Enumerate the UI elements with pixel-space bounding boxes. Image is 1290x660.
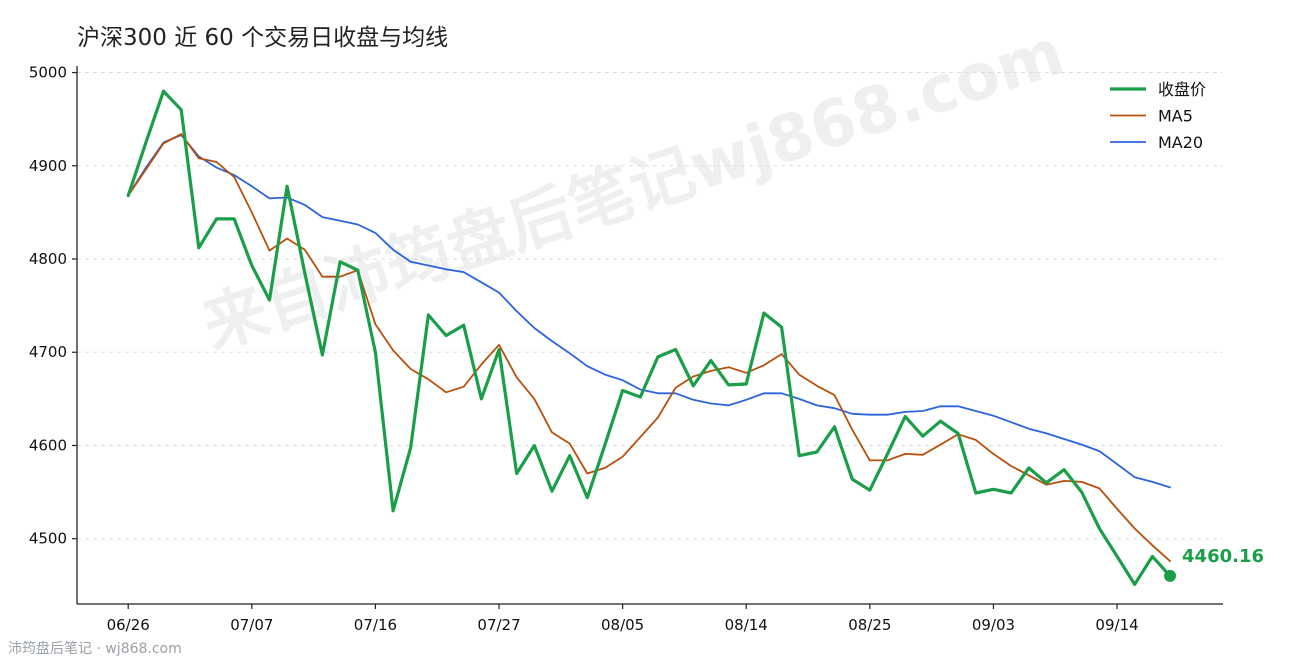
watermark: 来自沛筠盘后笔记wj868.com: [194, 16, 1072, 364]
x-tick-label: 09/03: [972, 616, 1015, 634]
legend-label-close: 收盘价: [1158, 80, 1206, 99]
series: [126, 89, 1172, 587]
x-tick-label: 06/26: [107, 616, 150, 634]
footer-credit: 沛筠盘后笔记 · wj868.com: [8, 640, 182, 657]
y-tick-label: 4600: [29, 436, 67, 454]
y-tick-label: 4800: [29, 250, 67, 268]
series-line-ma5: [127, 133, 1171, 562]
last-value-label: 4460.16: [1182, 546, 1264, 567]
legend-label-ma20: MA20: [1158, 133, 1203, 152]
series-line-close: [126, 89, 1172, 587]
x-tick-label: 08/25: [848, 616, 891, 634]
y-tick-label: 5000: [29, 64, 67, 82]
last-point-dot: [1164, 569, 1177, 582]
tick-labels: 4500 4600 4700 4800 4900 5000 06/26 07/07 07/16 0…: [29, 64, 1139, 634]
legend-label-ma5: MA5: [1158, 107, 1193, 126]
legend: 收盘价 MA5 MA20: [1110, 80, 1206, 152]
y-tick-label: 4900: [29, 157, 67, 175]
chart-title: 沪深300 近 60 个交易日收盘与均线: [77, 25, 448, 51]
x-tick-label: 07/16: [354, 616, 397, 634]
x-tick-label: 07/27: [477, 616, 520, 634]
x-tick-label: 08/14: [725, 616, 768, 634]
last-point-marker: 4460.16: [1164, 546, 1264, 582]
y-tick-label: 4700: [29, 343, 67, 361]
watermark-text: 来自沛筠盘后笔记wj868.com: [194, 16, 1072, 364]
x-tick-label: 08/05: [601, 616, 644, 634]
axes: [76, 66, 1223, 605]
y-tick-label: 4500: [29, 530, 67, 548]
x-tick-label: 07/07: [230, 616, 273, 634]
grid: [77, 72, 1223, 540]
x-tick-label: 09/14: [1095, 616, 1138, 634]
series-line-ma20: [127, 134, 1171, 489]
